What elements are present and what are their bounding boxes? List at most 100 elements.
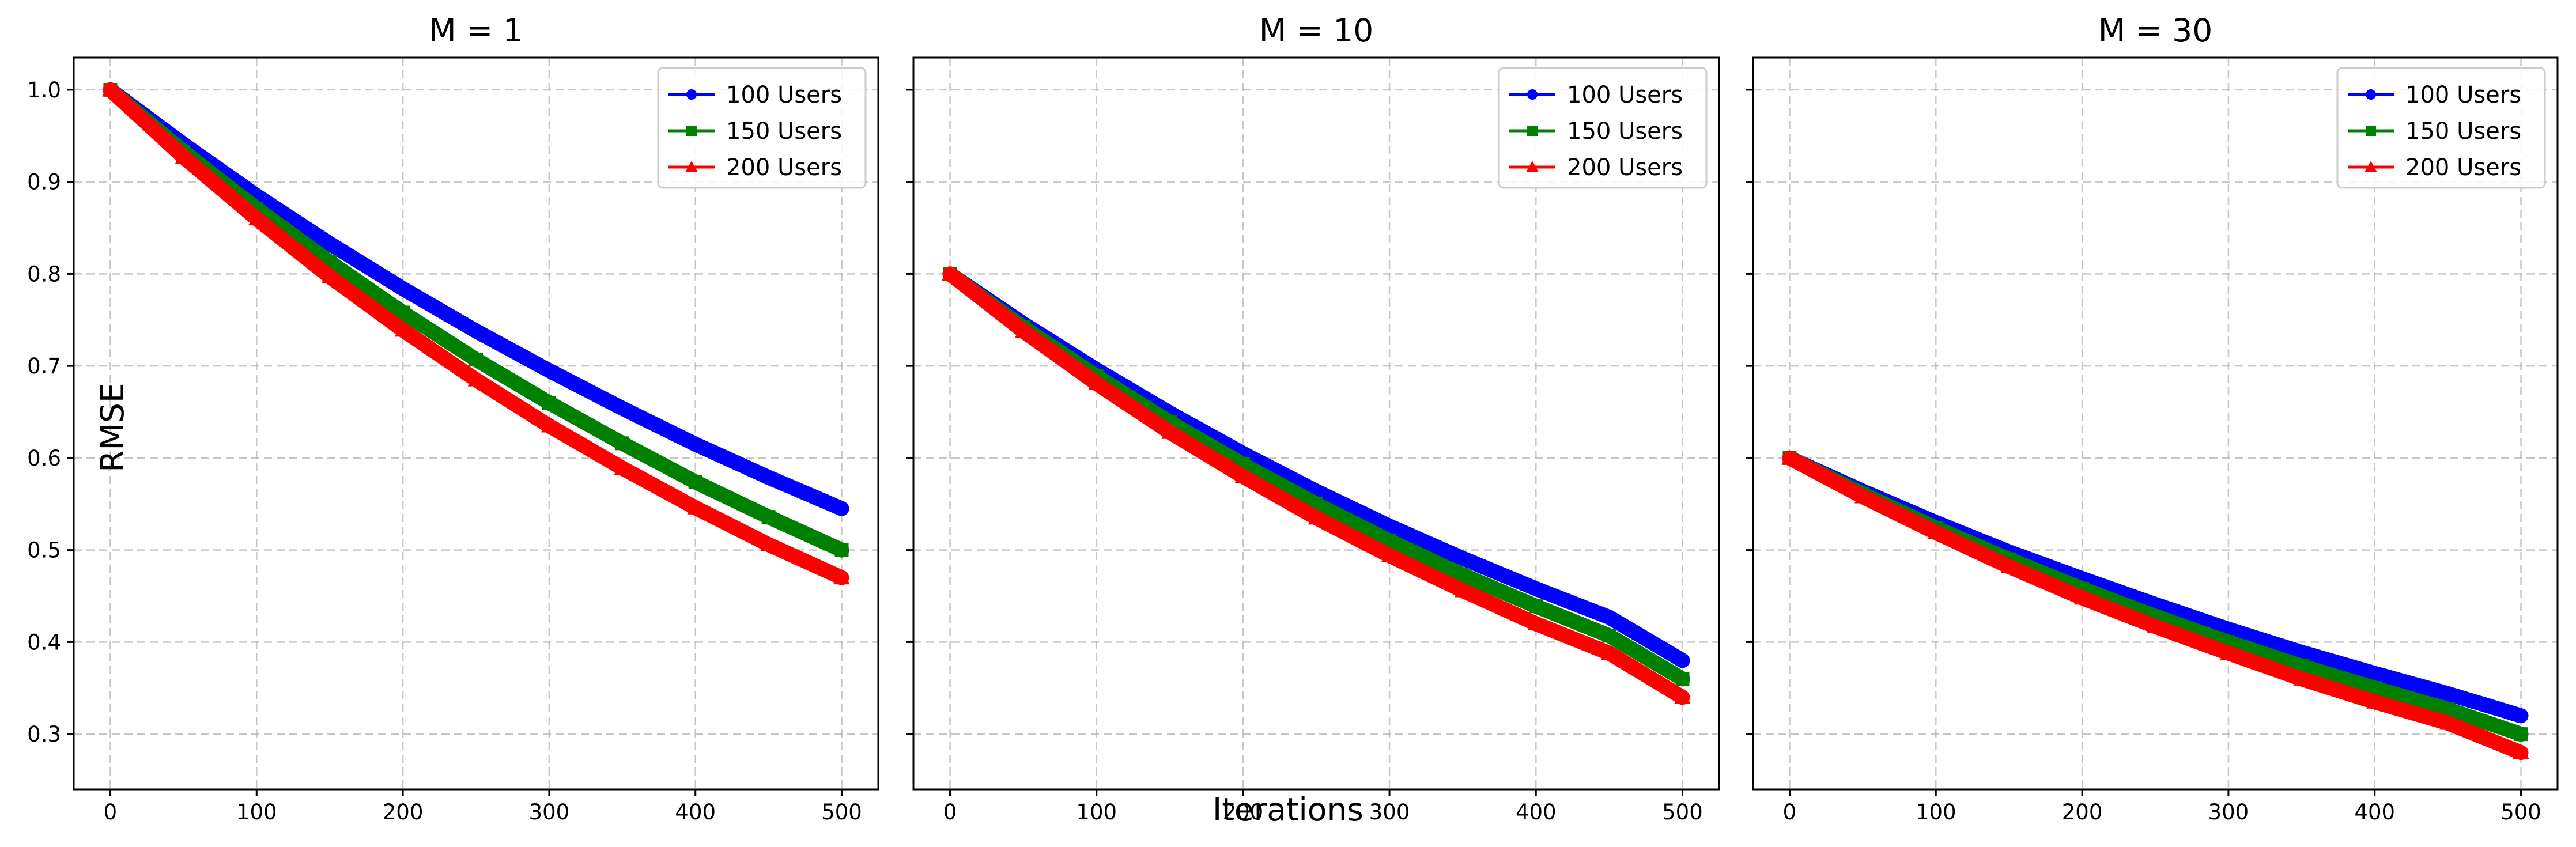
y-tick-label: 0.3 xyxy=(27,722,61,747)
data-point xyxy=(542,396,556,410)
y-tick-label: 1.0 xyxy=(27,78,61,103)
y-tick-label: 0.8 xyxy=(27,262,61,286)
data-point xyxy=(1602,629,1616,643)
data-point xyxy=(1675,653,1690,668)
x-tick-label: 200 xyxy=(383,800,424,825)
y-axis-label: RMSE xyxy=(94,383,131,472)
data-point xyxy=(469,324,483,338)
data-point xyxy=(1234,468,1252,483)
data-point xyxy=(2294,645,2309,659)
data-point xyxy=(541,417,558,433)
data-point xyxy=(321,268,338,283)
legend-marker xyxy=(2366,126,2376,136)
data-point xyxy=(2441,686,2455,701)
data-point xyxy=(760,536,777,551)
x-tick-label: 500 xyxy=(2501,800,2541,825)
data-point xyxy=(323,236,337,251)
data-point xyxy=(1015,323,1032,338)
legend: 100 Users 150 Users 200 Users xyxy=(1498,67,1708,189)
data-point xyxy=(761,470,776,485)
legend-marker xyxy=(2366,89,2376,100)
series-100-users xyxy=(103,82,849,516)
legend-label: 100 Users xyxy=(726,82,842,108)
legend-label: 150 Users xyxy=(1567,118,1683,145)
x-tick-label: 100 xyxy=(1916,800,1956,825)
data-point xyxy=(2073,589,2091,605)
data-point xyxy=(834,543,849,557)
data-point xyxy=(542,364,556,378)
legend-label: 100 Users xyxy=(2405,82,2521,108)
panel-title: M = 10 xyxy=(1259,12,1374,49)
x-tick-label: 300 xyxy=(1369,800,1410,825)
legend-marker xyxy=(685,161,698,172)
x-tick-label: 400 xyxy=(1516,800,1557,825)
y-tick-label: 0.9 xyxy=(27,170,61,195)
panels: 0 100 200 300 400 500 0.3 0.4 0.5 0.6 0.7 0.8 0.9 1.0… xyxy=(27,12,2559,825)
legend-item-100-users: 100 Users xyxy=(1509,82,1683,108)
data-point xyxy=(688,437,702,451)
plot-frame xyxy=(1752,56,2559,791)
y-tick-label: 0.6 xyxy=(27,446,61,471)
data-point xyxy=(761,510,776,524)
data-point xyxy=(1527,615,1544,630)
data-point xyxy=(2366,693,2384,709)
data-point xyxy=(248,210,265,226)
x-tick-label: 0 xyxy=(1783,800,1797,825)
chart-panel-1: 0 100 200 300 400 500 0.3 0.4 0.5 0.6 0.7 0.8 0.9 1.0… xyxy=(27,12,879,825)
legend-label: 200 Users xyxy=(1567,154,1683,181)
series-200-users xyxy=(1781,449,2529,761)
legend-marker xyxy=(686,126,697,136)
legend-item-200-users: 200 Users xyxy=(1509,154,1683,181)
data-point xyxy=(614,460,631,475)
legend-item-150-users: 150 Users xyxy=(2348,118,2521,145)
data-point xyxy=(467,371,485,387)
data-point xyxy=(615,401,629,415)
data-point xyxy=(1383,519,1397,534)
data-point xyxy=(2441,702,2455,717)
panel-title: M = 1 xyxy=(429,12,523,49)
data-point xyxy=(1674,689,1691,704)
data-point xyxy=(1529,599,1543,614)
x-tick-label: 200 xyxy=(2062,800,2103,825)
panel-title: M = 30 xyxy=(2098,12,2213,49)
data-point xyxy=(1308,509,1325,525)
x-tick-label: 300 xyxy=(529,800,570,825)
data-point xyxy=(396,305,410,320)
data-point xyxy=(2514,727,2528,742)
legend-item-150-users: 150 Users xyxy=(668,118,842,145)
x-tick-label: 300 xyxy=(2208,800,2249,825)
data-point xyxy=(615,436,629,451)
legend-box xyxy=(1498,67,1708,189)
x-tick-label: 200 xyxy=(1223,800,1264,825)
data-point xyxy=(2293,670,2310,686)
legend-item-200-users: 200 Users xyxy=(668,154,842,181)
legend-marker xyxy=(1526,161,1539,172)
data-point xyxy=(1781,449,1798,465)
data-point xyxy=(688,475,702,489)
legend: 100 Users 150 Users 200 Users xyxy=(657,67,867,189)
data-point xyxy=(2439,714,2457,730)
legend-label: 150 Users xyxy=(2405,118,2521,145)
y-tick-label: 0.5 xyxy=(27,538,61,563)
data-point xyxy=(1088,375,1105,391)
x-tick-label: 0 xyxy=(104,800,118,825)
data-point xyxy=(394,322,411,337)
x-tick-label: 500 xyxy=(821,800,862,825)
data-point xyxy=(2147,618,2164,633)
legend-label: 150 Users xyxy=(726,118,842,145)
legend: 100 Users 150 Users 200 Users xyxy=(2336,67,2546,189)
data-point xyxy=(1600,645,1618,660)
series-200-users xyxy=(102,81,850,585)
x-tick-label: 400 xyxy=(675,800,716,825)
legend-label: 200 Users xyxy=(726,154,842,181)
data-point xyxy=(1602,610,1616,625)
legend-item-100-users: 100 Users xyxy=(2348,82,2521,108)
data-point xyxy=(396,281,410,296)
x-tick-label: 0 xyxy=(943,800,957,825)
data-point xyxy=(102,81,119,97)
legend-label: 200 Users xyxy=(2405,154,2521,181)
x-axis-label: Iterations xyxy=(1213,791,1363,828)
legend-item-200-users: 200 Users xyxy=(2348,154,2521,181)
data-point xyxy=(469,352,483,366)
